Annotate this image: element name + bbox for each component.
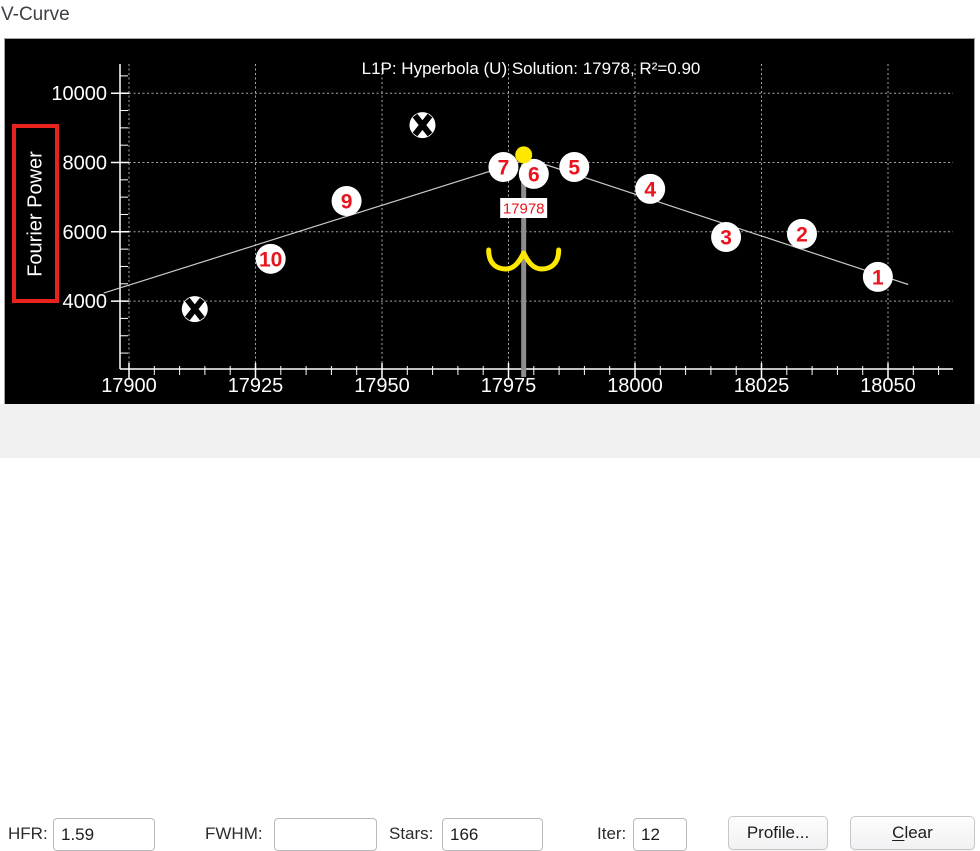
x-tick-label: 18000 xyxy=(607,375,663,397)
data-point-4: 4 xyxy=(635,173,666,204)
data-point-number: 9 xyxy=(341,190,353,213)
hfr-field[interactable] xyxy=(53,818,155,851)
data-point-2: 2 xyxy=(786,218,817,249)
y-axis-label-box: Fourier Power xyxy=(12,124,59,303)
y-axis-label: Fourier Power xyxy=(24,150,46,277)
y-tick-label: 6000 xyxy=(63,222,108,244)
y-tick-label: 4000 xyxy=(63,291,108,313)
y-tick-label: 8000 xyxy=(63,153,108,175)
data-point-number: 6 xyxy=(528,163,540,186)
solution-marker-dot xyxy=(515,146,533,164)
fwhm-field[interactable] xyxy=(274,818,377,851)
x-tick-label: 17900 xyxy=(101,375,157,397)
page-title: V-Curve xyxy=(1,4,70,25)
x-tick-label: 18050 xyxy=(860,375,916,397)
data-point-number: 1 xyxy=(872,266,884,289)
vcurve-plot-panel: 17900 17925 17950 17975 18000 18025 18050 10000… xyxy=(4,38,975,405)
hfr-label: HFR: xyxy=(8,824,48,843)
data-point-3: 3 xyxy=(711,221,742,252)
solution-label: 17978 xyxy=(503,201,545,218)
data-point-5: 5 xyxy=(559,152,590,183)
stars-field[interactable] xyxy=(442,818,543,851)
iter-label: Iter: xyxy=(597,824,627,843)
data-point-6: 6 xyxy=(518,158,549,189)
x-tick-label: 17950 xyxy=(354,375,410,397)
data-point-number: 4 xyxy=(644,178,656,201)
data-point-number: 2 xyxy=(796,223,808,246)
data-point-number: 3 xyxy=(720,226,732,249)
x-tick-label: 17975 xyxy=(481,375,537,397)
clear-button-mnemonic: C xyxy=(892,823,905,842)
excluded-point-marker xyxy=(181,296,208,323)
iter-field[interactable] xyxy=(633,818,687,851)
x-tick-label: 17925 xyxy=(228,375,284,397)
data-point-1: 1 xyxy=(862,261,893,292)
data-point-number: 7 xyxy=(498,157,510,180)
profile-button[interactable]: Profile... xyxy=(728,816,828,850)
fwhm-label: FWHM: xyxy=(205,824,263,843)
data-point-7: 7 xyxy=(488,152,519,183)
status-bar: HFR: FWHM: Stars: Iter: Profile... Clear xyxy=(0,404,980,851)
x-tick-label: 18025 xyxy=(734,375,790,397)
stars-label: Stars: xyxy=(389,824,434,843)
y-tick-label: 10000 xyxy=(51,83,107,105)
data-point-10: 10 xyxy=(255,243,286,274)
data-point-9: 9 xyxy=(331,185,362,216)
plot-title: L1P: Hyperbola (U) Solution: 17978, R²=0… xyxy=(361,59,701,78)
solution-label-box xyxy=(500,198,548,218)
data-point-number: 5 xyxy=(568,157,580,180)
vcurve-plot: 17900 17925 17950 17975 18000 18025 1805010000… xyxy=(51,64,953,397)
excluded-point-marker xyxy=(409,112,436,139)
clear-button-rest: lear xyxy=(904,823,933,842)
solution-brace xyxy=(486,247,562,272)
clear-button[interactable]: Clear xyxy=(850,816,975,850)
data-point-number: 10 xyxy=(259,248,282,271)
